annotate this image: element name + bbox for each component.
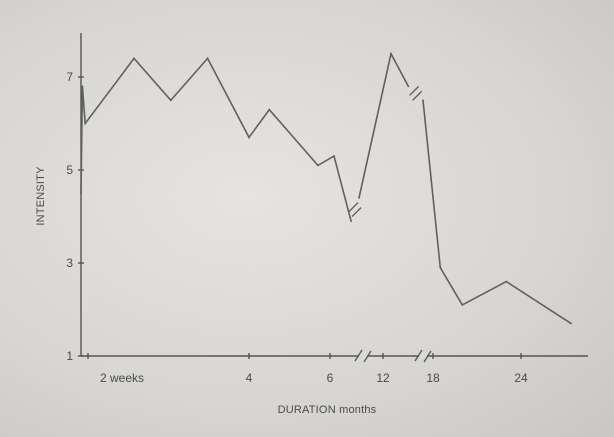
x-tick-label: 12 xyxy=(376,371,390,385)
y-axis-label: INTENSITY xyxy=(35,166,47,226)
data-point xyxy=(333,155,335,157)
x-tick: 2 weeks xyxy=(87,353,144,385)
data-point xyxy=(84,122,87,125)
x-tick: 4 xyxy=(246,353,253,385)
break-slash xyxy=(363,350,372,363)
data-point xyxy=(505,280,508,283)
y-tick-label: 5 xyxy=(66,163,73,177)
series xyxy=(80,51,572,325)
y-tick: 1 xyxy=(66,349,84,363)
break-slash xyxy=(354,349,363,362)
data-point xyxy=(439,266,442,269)
data-point xyxy=(81,85,84,88)
x-tick: 6 xyxy=(327,353,334,385)
x-tick: 12 xyxy=(376,353,390,385)
axis-breaks xyxy=(348,85,432,363)
x-tick-label: 18 xyxy=(426,371,440,385)
line-break-mark xyxy=(409,85,423,101)
data-point xyxy=(268,108,271,111)
data-point xyxy=(407,85,410,88)
y-tick-label: 1 xyxy=(66,349,73,363)
y-tick-label: 7 xyxy=(66,70,73,84)
x-ticks: 2 weeks 4 6 12 18 24 xyxy=(87,353,528,385)
line-break-mark xyxy=(348,202,362,217)
y-tick: 3 xyxy=(66,256,84,270)
break-slash xyxy=(414,349,423,362)
series-line-segment xyxy=(80,56,352,222)
data-point xyxy=(390,52,392,55)
break-slash xyxy=(351,207,362,217)
break-slash xyxy=(348,202,359,212)
y-tick-label: 3 xyxy=(66,256,73,270)
data-point xyxy=(248,136,250,139)
break-slash xyxy=(412,90,423,101)
x-axis-label: DURATION months xyxy=(278,404,377,416)
x-tick: 18 xyxy=(426,353,440,385)
data-point xyxy=(358,197,360,199)
x-tick-label: 24 xyxy=(514,371,528,385)
break-slash xyxy=(423,350,432,363)
x-tick: 24 xyxy=(514,353,528,385)
data-point xyxy=(316,164,319,167)
data-point xyxy=(80,192,82,195)
series-line-segment xyxy=(358,51,410,199)
data-point xyxy=(461,303,464,306)
data-point xyxy=(169,99,172,102)
data-point xyxy=(570,322,572,325)
x-tick-label: 2 weeks xyxy=(100,371,144,385)
data-point xyxy=(206,57,209,60)
y-tick: 7 xyxy=(66,70,84,84)
break-slash xyxy=(409,85,420,96)
x-tick-label: 6 xyxy=(327,371,334,385)
axis-break-mark xyxy=(354,349,372,363)
data-point xyxy=(350,220,353,223)
axis-break-mark xyxy=(414,349,432,363)
axes xyxy=(80,33,588,357)
data-point xyxy=(422,99,424,102)
series-line-segment xyxy=(422,100,572,325)
x-tick-label: 4 xyxy=(246,371,253,385)
data-point xyxy=(133,57,135,60)
